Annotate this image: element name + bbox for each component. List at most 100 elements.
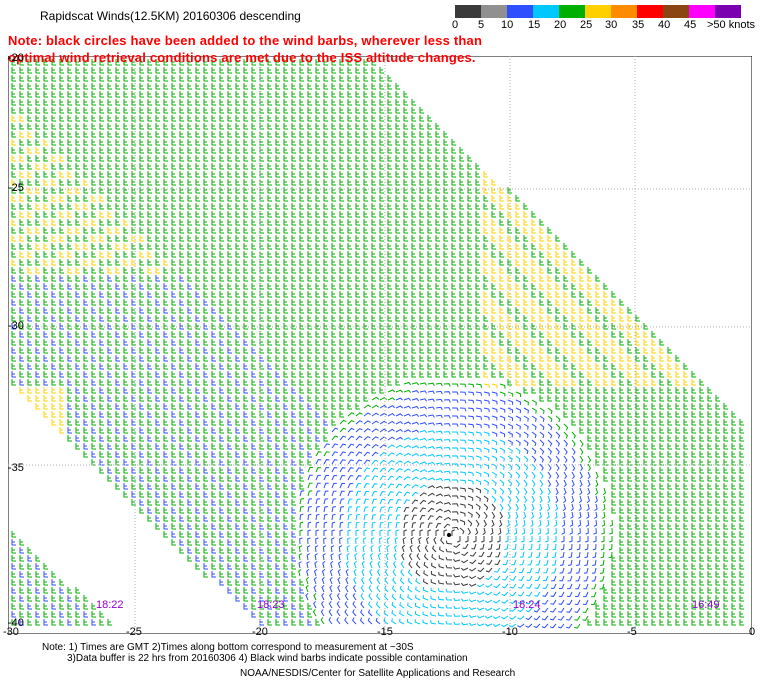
wind-barb — [227, 227, 232, 234]
wind-barb — [19, 203, 24, 210]
wind-barb — [411, 115, 416, 122]
wind-barb — [195, 187, 200, 194]
wind-barb — [83, 267, 88, 274]
wind-barb — [83, 107, 88, 114]
wind-barb — [451, 235, 456, 242]
wind-barb — [163, 211, 168, 218]
wind-barb — [187, 211, 192, 218]
wind-barb — [219, 59, 224, 66]
wind-barb — [227, 147, 232, 154]
wind-barb — [499, 211, 504, 218]
wind-barb — [379, 91, 384, 98]
wind-barb — [179, 307, 184, 314]
wind-barb — [219, 235, 224, 242]
wind-barb — [195, 307, 200, 314]
wind-barb — [339, 219, 344, 226]
wind-barb — [67, 107, 72, 114]
wind-barb — [27, 235, 32, 242]
wind-barb — [299, 123, 304, 130]
wind-barb — [403, 307, 408, 314]
wind-barb — [403, 171, 408, 178]
wind-barb — [227, 131, 232, 138]
wind-barb — [27, 211, 32, 218]
wind-barb — [163, 155, 168, 162]
wind-barb — [147, 123, 152, 130]
wind-barb — [99, 99, 104, 106]
wind-barb — [507, 187, 512, 194]
wind-barb — [163, 179, 168, 186]
wind-barb — [283, 275, 288, 282]
wind-barb — [347, 107, 352, 114]
wind-barb — [99, 59, 104, 66]
wind-barb — [539, 235, 544, 242]
wind-barb — [43, 275, 48, 282]
wind-barb — [155, 83, 160, 90]
wind-barb — [147, 59, 152, 66]
wind-barb — [11, 155, 16, 162]
wind-barb — [147, 107, 152, 114]
wind-barb — [395, 267, 400, 274]
wind-barb — [195, 75, 200, 82]
wind-barb — [11, 227, 16, 234]
wind-barb — [67, 259, 72, 266]
wind-barb — [419, 243, 424, 250]
wind-barb — [427, 131, 432, 138]
wind-barb — [363, 259, 368, 266]
wind-barb — [315, 219, 320, 226]
wind-barb — [123, 67, 128, 74]
wind-barb — [115, 275, 120, 282]
wind-barb — [483, 227, 488, 234]
wind-barb — [91, 59, 96, 66]
wind-barb — [75, 179, 80, 186]
wind-barb — [339, 139, 344, 146]
wind-barb — [403, 259, 408, 266]
wind-barb — [171, 251, 176, 258]
wind-barb — [235, 115, 240, 122]
wind-barb — [251, 179, 256, 186]
wind-barb — [515, 211, 520, 218]
wind-barb — [419, 299, 424, 306]
wind-barb — [403, 131, 408, 138]
wind-barb — [131, 139, 136, 146]
wind-barb — [75, 211, 80, 218]
wind-barb — [107, 123, 112, 130]
wind-barb — [331, 179, 336, 186]
wind-barb — [275, 235, 280, 242]
wind-barb — [235, 107, 240, 114]
wind-barb — [363, 91, 368, 98]
wind-barb — [267, 307, 272, 314]
wind-barb — [267, 155, 272, 162]
wind-barb — [267, 67, 272, 74]
wind-barb — [99, 211, 104, 218]
wind-barb — [403, 115, 408, 122]
wind-barb — [91, 275, 96, 282]
wind-barb — [203, 83, 208, 90]
wind-barb — [67, 147, 72, 154]
wind-barb — [435, 171, 440, 178]
wind-barb — [75, 267, 80, 274]
wind-barb — [227, 275, 232, 282]
wind-barb — [115, 299, 120, 306]
wind-barb — [27, 179, 32, 186]
wind-barb — [107, 91, 112, 98]
wind-barb — [275, 291, 280, 298]
wind-barb — [427, 243, 432, 250]
wind-barb — [355, 163, 360, 170]
wind-barb — [299, 83, 304, 90]
wind-barb — [315, 91, 320, 98]
wind-barb — [67, 315, 72, 322]
wind-barb — [475, 227, 480, 234]
wind-barb — [171, 99, 176, 106]
wind-barb — [155, 67, 160, 74]
wind-barb — [547, 299, 552, 306]
wind-barb — [147, 211, 152, 218]
wind-barb — [491, 227, 496, 234]
wind-barb — [475, 195, 480, 202]
wind-barb — [211, 147, 216, 154]
wind-barb — [355, 243, 360, 250]
legend-swatch-5 — [481, 5, 507, 18]
wind-barb — [395, 147, 400, 154]
wind-barb — [27, 91, 32, 98]
wind-barb — [211, 299, 216, 306]
wind-barb — [51, 123, 56, 130]
